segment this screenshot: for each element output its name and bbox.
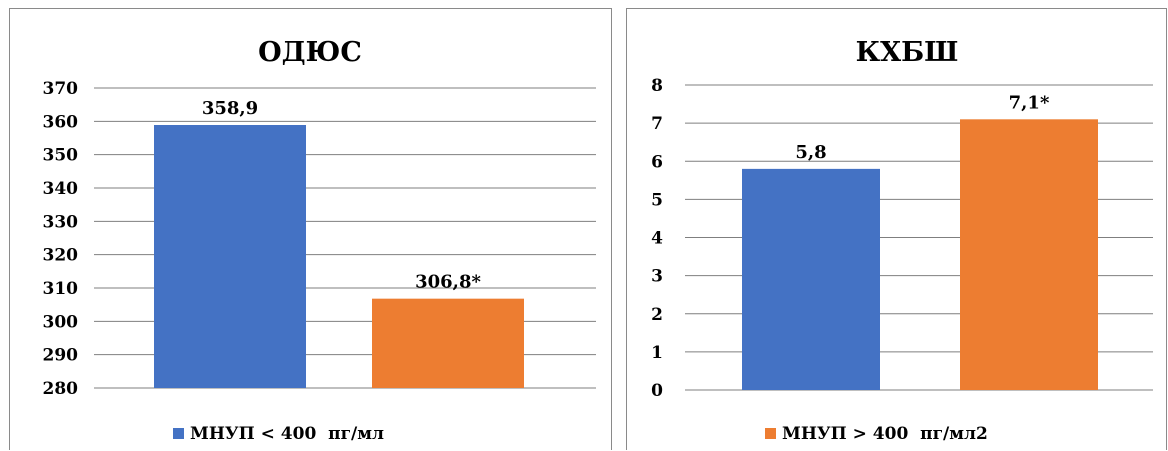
- data-label: 5,8: [795, 142, 826, 163]
- bar: [372, 298, 524, 388]
- y-tick-label: 2: [651, 305, 663, 325]
- y-tick-label: 3: [651, 267, 663, 287]
- y-tick-label: 8: [651, 76, 663, 96]
- bar: [154, 125, 306, 388]
- legend: МНУП < 400 пг/мл: [173, 424, 384, 444]
- y-tick-label: 0: [651, 381, 663, 401]
- y-tick-label: 6: [651, 152, 663, 172]
- data-labels: 5,8 7,1*: [795, 92, 1050, 163]
- y-tick-label: 1: [651, 343, 663, 363]
- legend-swatch-orange: [765, 428, 776, 439]
- legend-swatch-blue: [173, 428, 184, 439]
- chart-panel-odyus: ОДЮС 280 290 300 310 320 330 340 350 360 370 358,…: [9, 8, 612, 450]
- legend: МНУП > 400 пг/мл2: [765, 424, 988, 444]
- legend-label: МНУП < 400 пг/мл: [190, 424, 384, 444]
- y-tick-label: 310: [43, 279, 79, 299]
- y-tick-label: 350: [43, 146, 79, 166]
- chart-panel-khbsh: КХБШ 0 1 2 3 4 5 6 7 8 5,8 7,1* МНУП > 400 пг/мл2: [626, 8, 1167, 450]
- y-axis-ticks: 280 290 300 310 320 330 340 350 360 370: [43, 79, 79, 399]
- y-tick-label: 300: [43, 312, 79, 332]
- data-label: 306,8*: [415, 272, 481, 293]
- y-tick-label: 4: [651, 229, 663, 249]
- y-tick-label: 360: [43, 112, 79, 132]
- y-tick-label: 330: [43, 212, 79, 232]
- data-label: 7,1*: [1009, 92, 1050, 113]
- y-tick-label: 7: [651, 114, 663, 134]
- y-axis-ticks: 0 1 2 3 4 5 6 7 8: [651, 76, 663, 401]
- y-tick-label: 280: [43, 379, 79, 399]
- y-tick-label: 340: [43, 179, 79, 199]
- y-tick-label: 290: [43, 346, 79, 366]
- chart-title: КХБШ: [856, 37, 959, 68]
- bar: [960, 119, 1098, 390]
- data-label: 358,9: [202, 98, 258, 119]
- data-labels: 358,9 306,8*: [202, 98, 482, 293]
- chart-svg-odyus: ОДЮС 280 290 300 310 320 330 340 350 360 370 358,…: [43, 37, 596, 444]
- y-tick-label: 370: [43, 79, 79, 99]
- bars: [154, 125, 524, 388]
- y-tick-label: 5: [651, 190, 663, 210]
- y-tick-label: 320: [43, 246, 79, 266]
- bar: [742, 168, 880, 390]
- chart-svg-khbsh: КХБШ 0 1 2 3 4 5 6 7 8 5,8 7,1* МНУП > 400 пг/мл2: [651, 37, 1153, 444]
- chart-title: ОДЮС: [258, 37, 362, 68]
- bars: [742, 119, 1098, 390]
- legend-label: МНУП > 400 пг/мл2: [782, 424, 988, 444]
